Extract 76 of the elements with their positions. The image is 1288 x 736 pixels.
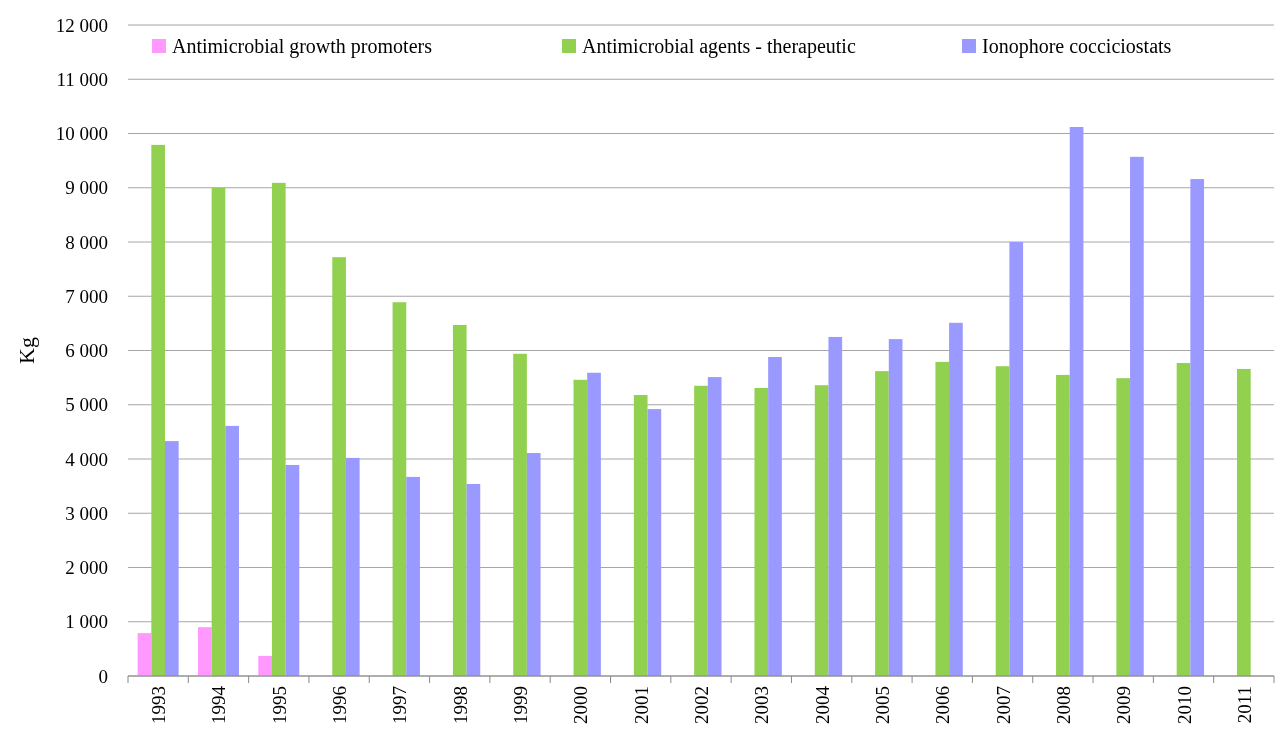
x-tick-label: 2001 bbox=[630, 686, 652, 724]
bar bbox=[694, 385, 708, 676]
bar bbox=[1056, 374, 1070, 676]
bar bbox=[814, 385, 829, 676]
y-tick-label: 2 000 bbox=[65, 557, 108, 579]
bar bbox=[633, 394, 648, 676]
bar bbox=[1009, 242, 1024, 676]
bar bbox=[151, 144, 165, 676]
bar bbox=[995, 366, 1010, 676]
x-tick-label: 1995 bbox=[268, 686, 290, 724]
bar bbox=[137, 633, 152, 676]
bar bbox=[768, 357, 782, 676]
bar bbox=[392, 302, 407, 676]
x-tick-label: 1997 bbox=[389, 686, 411, 724]
bar bbox=[573, 379, 588, 676]
y-tick-label: 12 000 bbox=[55, 14, 108, 36]
bar bbox=[1190, 179, 1205, 676]
bar bbox=[888, 339, 903, 676]
bar bbox=[271, 182, 286, 676]
x-tick-label: 2009 bbox=[1113, 686, 1135, 724]
bar bbox=[1069, 126, 1084, 676]
x-tick-label: 1999 bbox=[510, 686, 532, 724]
y-tick-label: 1 000 bbox=[65, 611, 108, 633]
bar bbox=[526, 453, 541, 676]
bar bbox=[1237, 368, 1251, 676]
x-tick-label: 1994 bbox=[208, 685, 230, 724]
x-tick-label: 2004 bbox=[811, 685, 833, 724]
y-axis-title: Kg bbox=[14, 337, 39, 364]
y-tick-label: 4 000 bbox=[65, 448, 108, 470]
bar bbox=[211, 187, 226, 676]
bar bbox=[452, 325, 467, 676]
y-tick-label: 7 000 bbox=[65, 285, 108, 307]
y-tick-label: 0 bbox=[98, 665, 108, 687]
y-tick-label: 8 000 bbox=[65, 231, 108, 253]
x-tick-label: 1996 bbox=[329, 686, 351, 724]
bar bbox=[949, 322, 963, 676]
legend-label: Antimicrobial agents - therapeutic bbox=[582, 35, 856, 58]
bar bbox=[466, 483, 481, 676]
x-tick-label: 2000 bbox=[570, 686, 592, 724]
bar bbox=[164, 441, 179, 676]
bar bbox=[587, 372, 601, 676]
y-tick-label: 5 000 bbox=[65, 394, 108, 416]
bar bbox=[935, 361, 950, 676]
bar bbox=[1176, 362, 1191, 676]
x-tick-label: 1993 bbox=[148, 686, 170, 724]
bar bbox=[1116, 378, 1131, 676]
x-tick-label: 2006 bbox=[932, 686, 954, 724]
bar bbox=[258, 655, 272, 676]
bar bbox=[345, 457, 360, 676]
bar bbox=[707, 377, 722, 676]
bar bbox=[406, 476, 420, 676]
x-tick-label: 2011 bbox=[1233, 686, 1255, 724]
y-tick-label: 6 000 bbox=[65, 340, 108, 362]
y-tick-label: 3 000 bbox=[65, 502, 108, 524]
bar bbox=[754, 387, 769, 676]
y-tick-label: 10 000 bbox=[55, 123, 108, 145]
x-tick-label: 2010 bbox=[1173, 686, 1195, 724]
bar bbox=[332, 257, 346, 676]
x-tick-label: 2005 bbox=[871, 686, 893, 724]
x-tick-label: 1998 bbox=[449, 686, 471, 724]
bar bbox=[1130, 156, 1144, 676]
bar bbox=[647, 409, 662, 676]
bar bbox=[875, 371, 889, 676]
x-tick-label: 2003 bbox=[751, 686, 773, 724]
y-tick-label: 11 000 bbox=[56, 68, 108, 90]
bar bbox=[285, 464, 300, 676]
bar bbox=[225, 425, 239, 676]
bar bbox=[513, 353, 527, 676]
legend-label: Antimicrobial growth promoters bbox=[172, 35, 433, 58]
x-tick-label: 2008 bbox=[1052, 686, 1074, 724]
x-tick-label: 2002 bbox=[691, 686, 712, 724]
bar bbox=[197, 627, 212, 676]
legend-label: Ionophore cocciciostats bbox=[982, 35, 1172, 58]
y-tick-label: 9 000 bbox=[65, 177, 108, 199]
bar bbox=[828, 336, 843, 676]
x-tick-label: 2007 bbox=[992, 686, 1014, 724]
